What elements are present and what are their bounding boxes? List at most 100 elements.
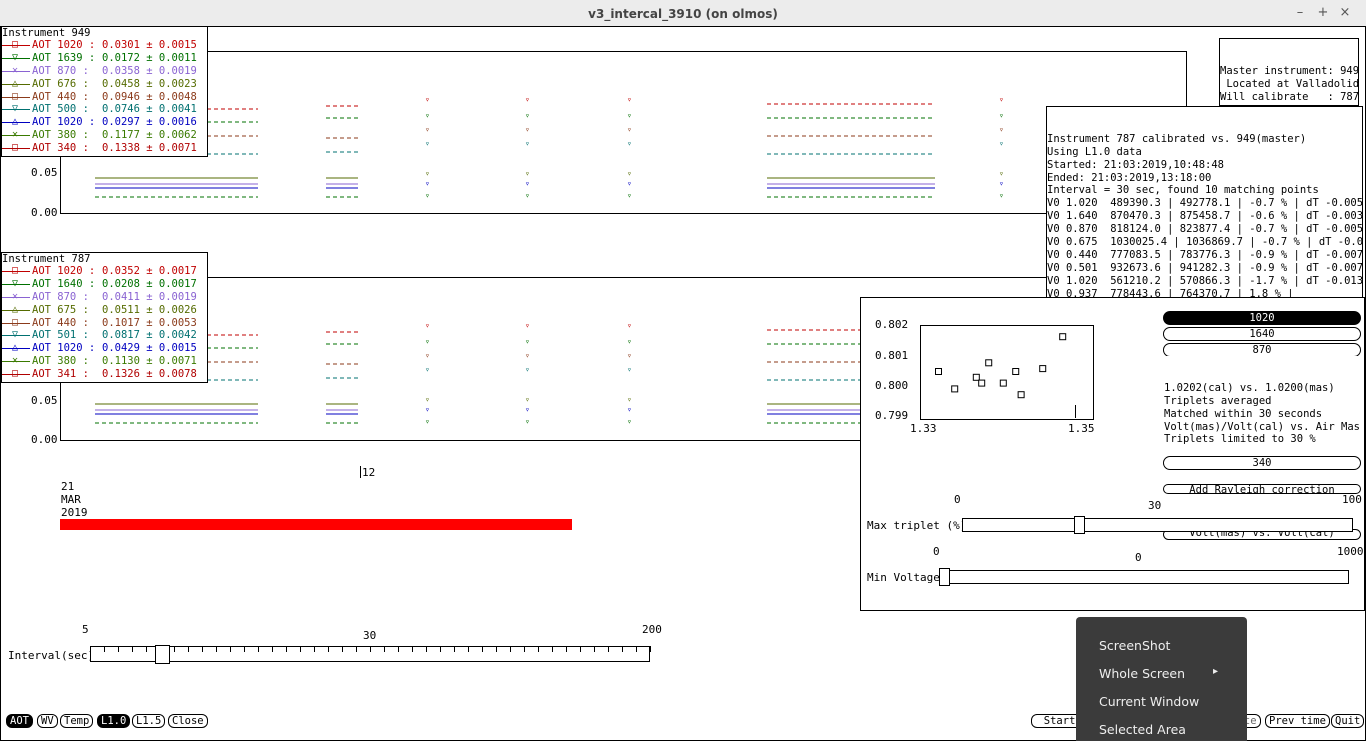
legend-line <box>2 135 30 137</box>
menu-item-selected-area[interactable]: Selected Area <box>1099 722 1186 737</box>
aot-marker-icon: ▿ <box>627 405 632 414</box>
interval-label: Interval(sec) <box>8 649 95 662</box>
legend-marker-icon: ✕ <box>12 129 19 141</box>
legend-series-value: 0.1177 ± 0.0062 <box>102 129 197 142</box>
wavelength-button-1020[interactable]: 1020 <box>1163 311 1361 325</box>
wavelength-button-340[interactable]: 340 <box>1163 456 1361 470</box>
legend-series-value: 0.0352 ± 0.0017 <box>102 265 197 277</box>
aot-marker-icon: ▿ <box>627 417 632 426</box>
legend-marker-icon: ▽ <box>12 51 19 63</box>
aot-marker-icon: ▿ <box>525 351 530 360</box>
menu-item-current-window[interactable]: Current Window <box>1099 694 1200 709</box>
aot-marker-icon: ▿ <box>425 179 430 188</box>
aot-marker-icon: ▿ <box>425 95 430 104</box>
max-triplet-value: 30 <box>1148 499 1162 512</box>
legend-cal-title: Instrument 787 <box>2 253 91 265</box>
legend-marker-icon: ▽ <box>12 103 19 115</box>
aot-marker-icon: ▿ <box>627 139 632 148</box>
legend-series-name: AOT 1640 : <box>32 277 96 290</box>
legend-cal-row: △ AOT 1020 : 0.0429 ± 0.0015 <box>2 342 207 355</box>
aot-marker-icon: ▿ <box>525 139 530 148</box>
legend-series-name: AOT 500 : <box>32 103 89 116</box>
wv-button[interactable]: WV <box>37 714 58 728</box>
max-triplet-max: 100 <box>1342 493 1362 506</box>
submenu-arrow-icon: ▸ <box>1213 666 1219 677</box>
rayleigh-button[interactable]: Add Rayleigh correction <box>1163 484 1361 494</box>
aot-marker-icon: ▿ <box>627 351 632 360</box>
calibration-info-box: Instrument 787 calibrated vs. 949(master… <box>1046 106 1363 300</box>
legend-line <box>2 335 30 337</box>
legend-marker-icon: ✕ <box>12 290 19 302</box>
legend-marker-icon: □ <box>12 265 19 276</box>
scatter-point <box>951 385 959 393</box>
close-window-button[interactable]: × <box>1339 5 1351 20</box>
minimize-button[interactable]: – <box>1296 5 1304 20</box>
legend-series-value: 0.0358 ± 0.0019 <box>102 64 197 77</box>
aot-marker-icon: ▿ <box>425 191 430 200</box>
interval-thumb[interactable] <box>155 645 171 664</box>
legend-series-name: AOT 341 : <box>32 368 89 381</box>
legend-series-value: 0.0301 ± 0.0015 <box>102 39 197 51</box>
ytick-top-000: 0.00 <box>31 206 58 219</box>
legend-line <box>2 271 30 272</box>
l15-button[interactable]: L1.5 <box>132 714 166 728</box>
menu-item-whole-screen[interactable]: Whole Screen <box>1099 666 1186 681</box>
min-voltage-min: 0 <box>933 545 940 558</box>
legend-master-row: □ AOT 440 : 0.0946 ± 0.0048 <box>2 91 207 104</box>
scatter-xtick-mark <box>1075 405 1076 418</box>
ytick-bot-005: 0.05 <box>31 394 58 407</box>
legend-line <box>2 148 30 150</box>
maximize-button[interactable]: + <box>1317 5 1329 20</box>
aot-button[interactable]: AOT <box>6 714 33 728</box>
l10-button[interactable]: L1.0 <box>97 714 131 728</box>
legend-marker-icon: □ <box>12 90 19 102</box>
aot-marker-icon: ▿ <box>425 169 430 178</box>
interval-max: 200 <box>642 623 662 636</box>
temp-button[interactable]: Temp <box>60 714 94 728</box>
master-info-box: Master instrument: 949 Located at Vallad… <box>1219 38 1359 106</box>
max-triplet-thumb[interactable] <box>1074 516 1086 534</box>
max-triplet-slider[interactable] <box>962 518 1353 532</box>
scatter-ytick-2: 0.800 <box>875 379 909 392</box>
min-voltage-thumb[interactable] <box>938 568 950 586</box>
time-range-bar[interactable] <box>60 519 572 530</box>
wavelength-button-1640[interactable]: 1640 <box>1163 327 1361 341</box>
legend-series-value: 0.0297 ± 0.0016 <box>102 116 197 129</box>
legend-line <box>2 348 30 350</box>
prev-time-button[interactable]: Prev time <box>1265 714 1330 728</box>
aot-marker-icon: ▿ <box>999 169 1004 178</box>
aot-marker-icon: ▿ <box>999 179 1004 188</box>
aot-marker-icon: ▿ <box>627 111 632 120</box>
aot-marker-icon: ▿ <box>525 405 530 414</box>
interval-slider[interactable] <box>90 646 651 663</box>
menu-item-screenshot[interactable]: ScreenShot <box>1099 638 1171 653</box>
legend-marker-icon: △ <box>12 116 19 128</box>
legend-line <box>2 374 30 376</box>
scatter-plot-frame[interactable] <box>920 325 1094 420</box>
master-info-line: Will calibrate : 787 <box>1220 90 1359 103</box>
legend-marker-icon: △ <box>12 77 19 89</box>
scatter-xtick-0: 1.33 <box>910 422 937 435</box>
min-voltage-slider[interactable] <box>939 570 1349 584</box>
aot-marker-icon: ▿ <box>627 95 632 104</box>
master-series: ▿▿▿▿▿▿▿▿▿▿▿▿▿▿▿▿▿▿▿▿▿▿▿▿▿▿▿▿ <box>95 95 1004 200</box>
aot-marker-icon: ▿ <box>999 125 1004 134</box>
scatter-point <box>978 379 986 387</box>
quit-button[interactable]: Quit <box>1331 714 1365 728</box>
legend-marker-icon: △ <box>12 303 19 315</box>
scatter-point <box>1017 391 1025 399</box>
fit-option-line: Triplets averaged <box>1164 394 1272 407</box>
aot-marker-icon: ▿ <box>525 365 530 374</box>
scatter-ytick-3: 0.799 <box>875 409 909 422</box>
legend-series-name: AOT 1020 : <box>32 342 96 355</box>
cal-info-line: V0 0.501 932673.6 | 941282.3 | -0.9 % | … <box>1047 261 1363 274</box>
legend-cal-row: □ AOT 440 : 0.1017 ± 0.0053 <box>2 317 207 330</box>
legend-line <box>2 122 30 124</box>
wavelength-button-870[interactable]: 870 <box>1163 343 1361 357</box>
scatter-xtick-1: 1.35 <box>1068 422 1095 435</box>
ytick-bot-000: 0.00 <box>31 433 58 446</box>
close-button[interactable]: Close <box>168 714 208 728</box>
max-triplet-label: Max triplet (%) <box>867 519 967 532</box>
fit-option-line: Volt(mas)/Volt(cal) vs. Air Mass <box>1164 420 1360 433</box>
legend-marker-icon: △ <box>12 342 19 354</box>
